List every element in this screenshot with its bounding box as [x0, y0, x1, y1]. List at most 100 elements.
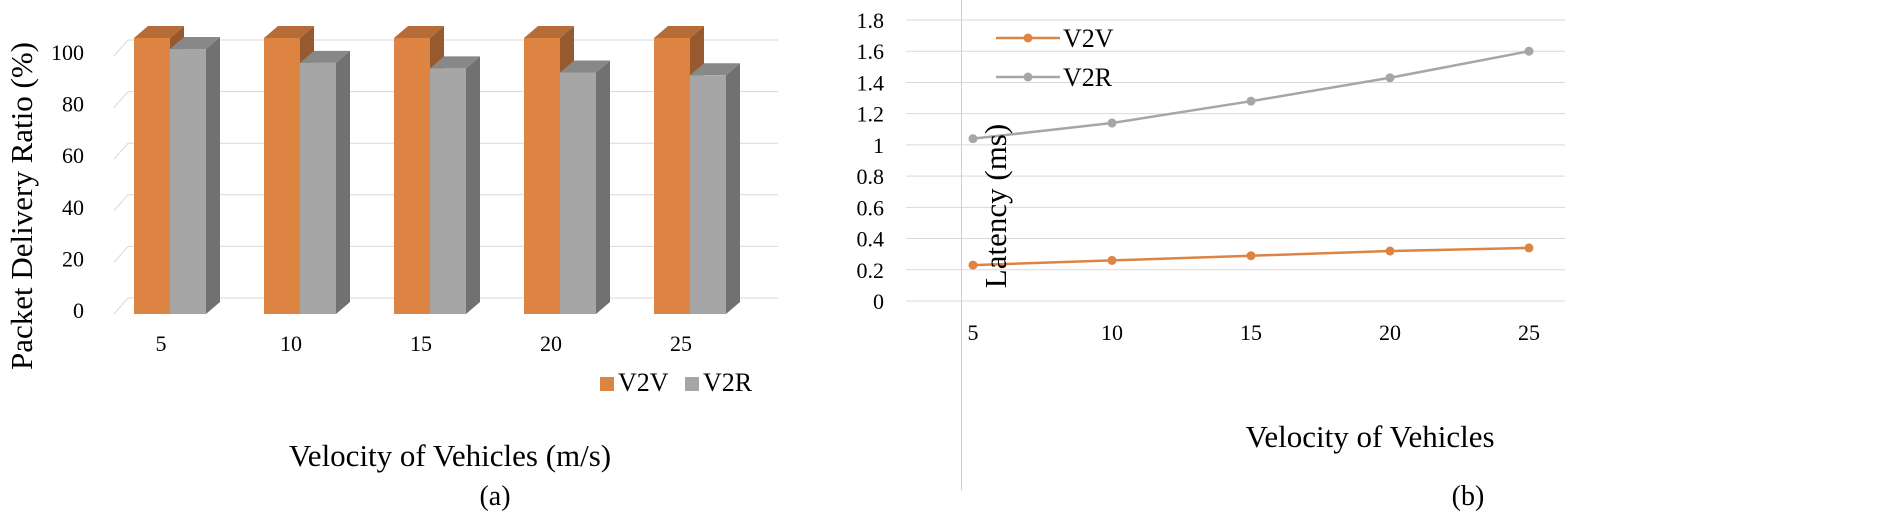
y-tick-label: 0.8 — [857, 164, 885, 189]
bar-top — [300, 50, 350, 63]
bar-v2r-20 — [560, 60, 610, 314]
bar-top — [690, 63, 740, 76]
data-point — [1107, 118, 1117, 128]
bar-side — [596, 60, 610, 314]
bar-chart-panel: 0 20 40 60 80 100 5 10 15 20 25 Packet Delivery R… — [4, 26, 778, 512]
bar-front — [134, 38, 170, 314]
bar-front — [560, 72, 596, 314]
bar-v2r-5 — [170, 37, 220, 314]
data-point — [968, 134, 978, 144]
bar-top — [134, 26, 184, 38]
panel-label: (a) — [479, 481, 510, 512]
bar-front — [690, 75, 726, 314]
bar-top — [524, 26, 574, 38]
bar-front — [430, 68, 466, 314]
gridline-depth — [113, 194, 129, 212]
y-tick-label: 1 — [873, 133, 884, 158]
data-point — [1524, 243, 1534, 253]
bar-group — [134, 26, 740, 315]
data-point — [1524, 46, 1534, 56]
panel-divider — [961, 0, 962, 490]
bar-side — [206, 37, 220, 314]
bar-top — [264, 26, 314, 38]
gridline-depth — [113, 91, 129, 108]
bar-side — [466, 56, 480, 315]
x-tick-label: 20 — [540, 331, 562, 356]
y-tick-label: 80 — [62, 92, 84, 117]
bar-top — [560, 60, 610, 73]
x-tick-label: 15 — [410, 331, 432, 356]
panel-label: (b) — [1452, 481, 1485, 512]
x-tick-label: 10 — [1101, 320, 1123, 345]
legend-swatch-v2v — [600, 377, 614, 391]
bar-top — [654, 26, 704, 38]
y-axis-label: Packet Delivery Ratio (%) — [4, 42, 39, 370]
legend-marker-v2v — [1023, 33, 1033, 43]
y-tick-label: 1.4 — [857, 70, 885, 95]
bar-front — [170, 49, 206, 314]
legend-label-v2v: V2V — [618, 368, 669, 397]
x-tick-label: 20 — [1379, 320, 1401, 345]
data-point — [1246, 96, 1256, 106]
bar-v2r-10 — [300, 50, 350, 315]
bar-top — [170, 37, 220, 50]
bar-v2r-15 — [430, 56, 480, 315]
legend: V2V V2R — [600, 368, 753, 397]
bar-side — [336, 50, 350, 315]
y-tick-label: 0 — [73, 298, 84, 323]
bar-side — [726, 63, 740, 315]
series-v2r — [968, 46, 1534, 144]
y-tick-label: 100 — [51, 40, 84, 65]
x-tick-label: 25 — [1518, 320, 1540, 345]
series-group — [968, 46, 1534, 270]
data-point — [968, 260, 978, 270]
data-point — [1385, 246, 1395, 256]
gridline-depth — [113, 297, 129, 315]
data-point — [1246, 251, 1256, 261]
legend-label-v2r: V2R — [703, 368, 753, 397]
bar-top — [430, 56, 480, 69]
x-axis-label: Velocity of Vehicles — [1245, 419, 1494, 454]
y-tick-label: 1.6 — [857, 39, 885, 64]
x-tick-label: 5 — [968, 320, 979, 345]
y-axis-label: Latency (ms) — [978, 124, 1013, 288]
x-tick-labels: 5 10 15 20 25 — [156, 331, 693, 356]
y-tick-label: 0.4 — [857, 227, 885, 252]
legend-swatch-v2r — [685, 377, 699, 391]
y-tick-label: 40 — [62, 195, 84, 220]
y-tick-label: 1.8 — [857, 8, 885, 33]
y-tick-label: 0.2 — [857, 258, 885, 283]
bar-front — [300, 62, 336, 315]
x-tick-label: 5 — [156, 331, 167, 356]
x-tick-labels: 5 10 15 20 25 — [968, 320, 1541, 345]
grid — [906, 19, 1565, 302]
bar-v2r-25 — [690, 63, 740, 315]
bar-front — [264, 38, 300, 314]
bar-front — [394, 38, 430, 314]
legend-label-v2v: V2V — [1063, 24, 1114, 53]
y-tick-labels: 0 20 40 60 80 100 — [51, 40, 84, 323]
data-point — [1107, 255, 1117, 265]
bar-front — [654, 38, 690, 314]
y-tick-label: 20 — [62, 246, 84, 271]
bar-top — [394, 26, 444, 38]
line-chart-panel: 0 0.2 0.4 0.6 0.8 1 1.2 1.4 1.6 1.8 5 10 15 20 25 Lat… — [857, 8, 1565, 512]
y-tick-label: 0.6 — [857, 195, 885, 220]
bar-front — [524, 38, 560, 314]
y-tick-label: 0 — [873, 289, 884, 314]
data-point — [1385, 73, 1395, 83]
gridline-depth — [113, 39, 129, 57]
gridline-depth — [113, 142, 129, 160]
x-tick-label: 10 — [280, 331, 302, 356]
legend-label-v2r: V2R — [1063, 63, 1113, 92]
gridline-depth — [113, 246, 129, 263]
y-tick-label: 1.2 — [857, 102, 885, 127]
y-tick-labels: 0 0.2 0.4 0.6 0.8 1 1.2 1.4 1.6 1.8 — [857, 8, 885, 314]
x-tick-label: 15 — [1240, 320, 1262, 345]
y-tick-label: 60 — [62, 143, 84, 168]
legend-marker-v2r — [1023, 72, 1033, 82]
series-v2v — [968, 243, 1534, 270]
x-axis-label: Velocity of Vehicles (m/s) — [289, 438, 611, 473]
